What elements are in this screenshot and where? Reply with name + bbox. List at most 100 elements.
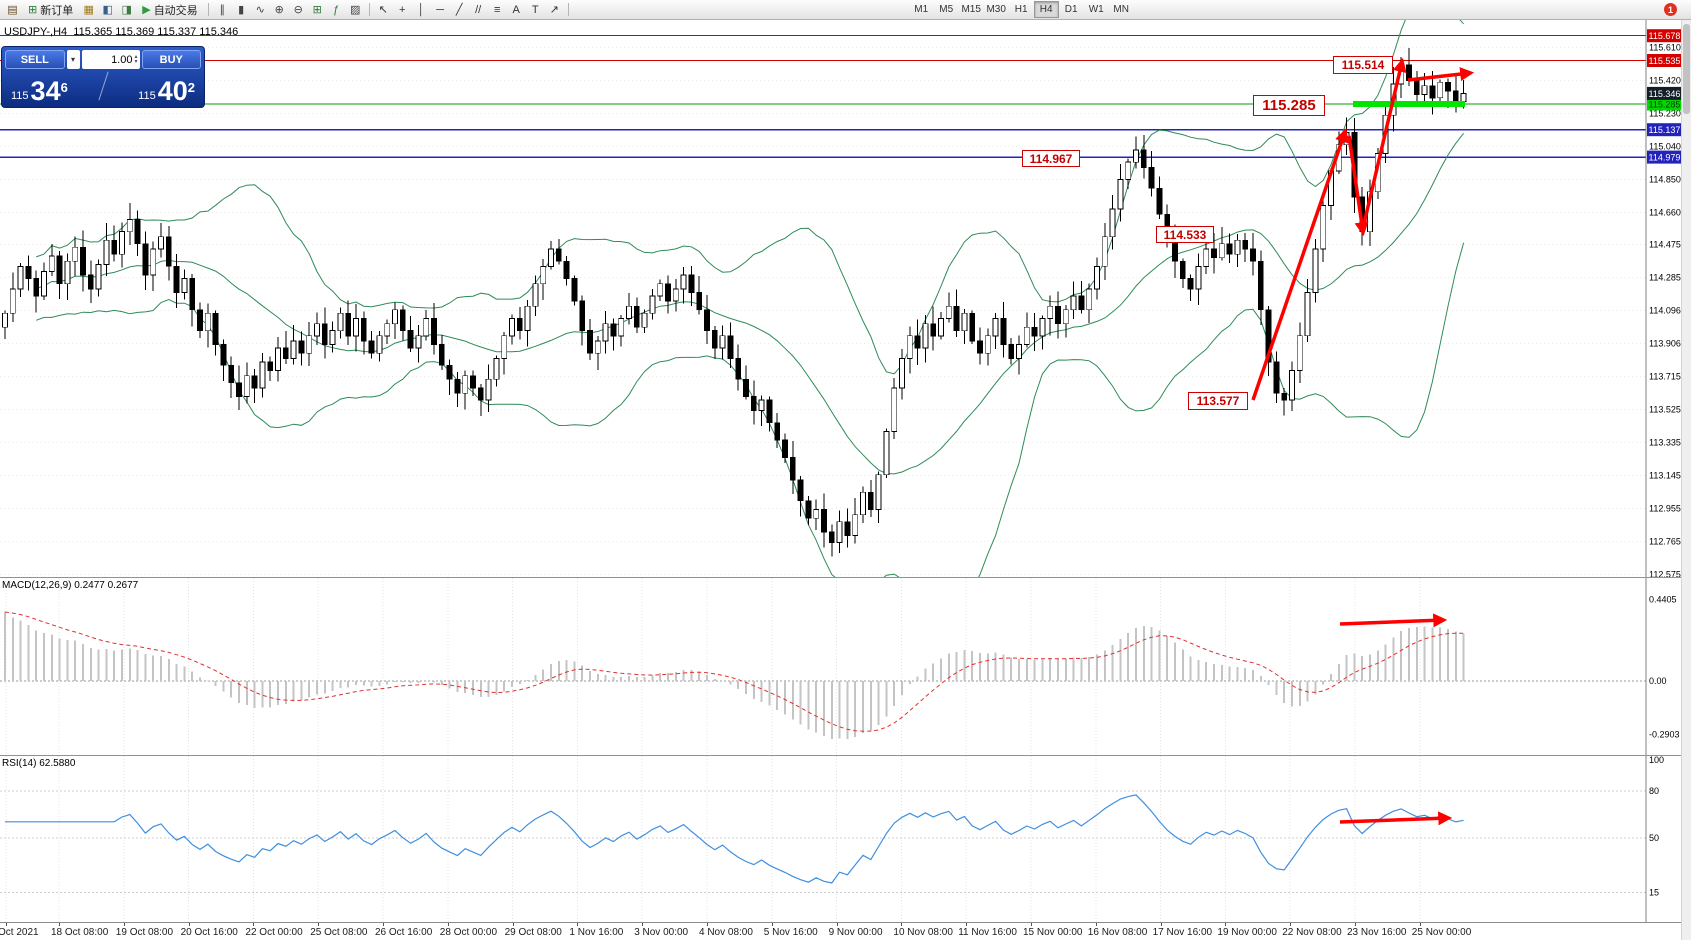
- label-icon[interactable]: T: [531, 3, 539, 16]
- timeframe-m5[interactable]: M5: [939, 4, 954, 15]
- sell-price-big: 34: [30, 76, 61, 106]
- time-label: 4 Nov 08:00: [699, 927, 753, 938]
- sell-price-sup: 6: [60, 80, 68, 95]
- time-tick: [1225, 923, 1227, 926]
- time-label: 17 Nov 16:00: [1152, 927, 1213, 938]
- volume-input[interactable]: 1.00 ▴ ▾: [81, 50, 140, 69]
- indicators-icon[interactable]: ƒ: [333, 3, 340, 16]
- price-divider: [98, 71, 109, 101]
- horizontal-line-icon[interactable]: ─: [436, 3, 445, 16]
- time-tick: [512, 923, 514, 926]
- price-chart-canvas[interactable]: 115.610 115.420 115.230 115.040 114.850 114.6…: [0, 20, 1691, 577]
- market-watch-icon[interactable]: ▦: [83, 4, 94, 16]
- toolbar-separator: [207, 3, 209, 16]
- zoom-in-icon[interactable]: ⊕: [274, 4, 284, 16]
- price-annotation[interactable]: 114.533: [1156, 226, 1214, 243]
- bar-chart-icon[interactable]: ∥: [219, 4, 225, 16]
- time-label: 29 Oct 08:00: [504, 927, 562, 938]
- navigator-icon[interactable]: ◨: [121, 4, 132, 16]
- time-label: 22 Oct 00:00: [245, 927, 303, 938]
- timeframe-m1[interactable]: M1: [914, 4, 929, 15]
- svg-text:114.660: 114.660: [1649, 208, 1681, 218]
- tile-windows-icon[interactable]: ⊞: [312, 4, 322, 16]
- autotrading-button[interactable]: ▶ 自动交易: [137, 2, 202, 18]
- timeframe-mn[interactable]: MN: [1113, 4, 1129, 15]
- main-toolbar: ▤ ⊞ 新订单 ▦ ◧ ◨ ▶ 自动交易 ∥ ▮ ∿ ⊕ ⊖ ⊞ ƒ ▨ ↖ + │ ─ ╱//≡ A T ↗ M1 M5 M15 M…: [0, 0, 1691, 20]
- price-annotation[interactable]: 115.514: [1333, 56, 1393, 74]
- buy-button[interactable]: BUY: [141, 50, 201, 69]
- rsi-panel-canvas[interactable]: 100 80 50 15: [0, 756, 1691, 922]
- panel-divider-macd[interactable]: [0, 577, 1691, 578]
- arrow-tool-icon[interactable]: ↗: [549, 4, 559, 16]
- zoom-out-icon[interactable]: ⊖: [293, 4, 303, 16]
- text-icon[interactable]: A: [512, 3, 520, 16]
- vertical-line-icon[interactable]: │: [417, 3, 425, 16]
- buy-price-big: 40: [157, 76, 188, 106]
- timeframe-m30[interactable]: M30: [986, 4, 1006, 15]
- channel-icon[interactable]: //: [475, 3, 482, 16]
- time-axis[interactable]: Oct 2021 18 Oct 08:00 19 Oct 08:00 20 Oct 1…: [0, 922, 1691, 940]
- svg-text:0.4405: 0.4405: [1649, 595, 1677, 605]
- price-annotation[interactable]: 114.967: [1022, 150, 1080, 167]
- time-tick: [253, 923, 255, 926]
- svg-text:113.715: 113.715: [1649, 372, 1681, 382]
- crosshair-icon[interactable]: +: [398, 3, 406, 16]
- timeframe-h1[interactable]: H1: [1014, 4, 1028, 15]
- svg-text:113.525: 113.525: [1649, 405, 1681, 415]
- line-chart-icon[interactable]: ∿: [255, 4, 265, 16]
- time-label: 28 Oct 00:00: [439, 927, 498, 938]
- new-order-button-label: 新订单: [40, 4, 74, 17]
- time-label: 9 Nov 00:00: [828, 927, 883, 938]
- timeframe-w1[interactable]: W1: [1088, 4, 1104, 15]
- macd-panel-canvas[interactable]: 0.4405 0.00 -0.2903: [0, 578, 1691, 755]
- data-window-icon[interactable]: ◧: [102, 4, 113, 16]
- time-label: 26 Oct 16:00: [375, 927, 433, 938]
- new-chart-icon[interactable]: ▤: [7, 4, 18, 16]
- time-label: 19 Nov 00:00: [1217, 927, 1277, 938]
- svg-text:114.285: 114.285: [1649, 273, 1681, 283]
- candlestick-chart-icon[interactable]: ▮: [238, 4, 245, 16]
- time-tick: [59, 923, 60, 926]
- time-label: 20 Oct 16:00: [180, 927, 238, 938]
- cursor-icon[interactable]: ↖: [378, 4, 388, 16]
- svg-text:15: 15: [1649, 888, 1659, 898]
- time-label: 11 Nov 16:00: [958, 927, 1017, 938]
- time-tick: [1160, 923, 1162, 926]
- timeframe-h4[interactable]: H4: [1033, 1, 1059, 18]
- time-label: 1 Nov 16:00: [569, 927, 624, 938]
- scrollbar-thumb[interactable]: [1683, 24, 1690, 114]
- volume-value: 1.00: [111, 53, 133, 66]
- time-label: 16 Nov 08:00: [1087, 927, 1148, 938]
- spinner-up-icon[interactable]: ▴: [134, 53, 138, 60]
- time-label: 25 Oct 08:00: [310, 927, 368, 938]
- svg-text:114.475: 114.475: [1649, 240, 1681, 250]
- spinner-down-icon[interactable]: ▾: [134, 58, 138, 65]
- new-order-button[interactable]: ⊞ 新订单: [23, 2, 78, 18]
- time-label: 19 Oct 08:00: [115, 927, 174, 938]
- price-annotation[interactable]: 113.577: [1188, 392, 1248, 410]
- time-label: 22 Nov 08:00: [1282, 927, 1342, 938]
- time-tick: [1095, 923, 1097, 926]
- time-label: 25 Nov 00:00: [1411, 927, 1472, 938]
- timeframe-d1[interactable]: D1: [1064, 4, 1078, 15]
- sell-button[interactable]: SELL: [5, 50, 65, 69]
- notification-badge[interactable]: 1: [1664, 3, 1677, 16]
- time-label: 18 Oct 08:00: [51, 927, 109, 938]
- vertical-scrollbar[interactable]: [1681, 20, 1691, 940]
- toolbar-separator: [567, 3, 569, 16]
- templates-icon[interactable]: ▨: [349, 4, 361, 16]
- fibonacci-icon[interactable]: ≡: [493, 3, 501, 16]
- volume-dropdown-button[interactable]: ▾: [66, 50, 80, 69]
- timeframe-m15[interactable]: M15: [961, 4, 981, 15]
- chart-symbol-header: USDJPY-,H4 115.365 115.369 115.337 115.3…: [4, 26, 239, 38]
- time-tick: [966, 923, 968, 926]
- autotrading-icon: ▶: [142, 4, 151, 16]
- new-order-icon: ⊞: [28, 4, 38, 16]
- sell-price-prefix: 115: [11, 90, 29, 102]
- trendline-icon[interactable]: ╱: [455, 4, 463, 16]
- panel-divider-rsi[interactable]: [0, 755, 1691, 756]
- price-annotation[interactable]: 115.285: [1253, 95, 1325, 116]
- volume-spinner[interactable]: ▴ ▾: [134, 53, 138, 65]
- time-tick: [1290, 923, 1292, 926]
